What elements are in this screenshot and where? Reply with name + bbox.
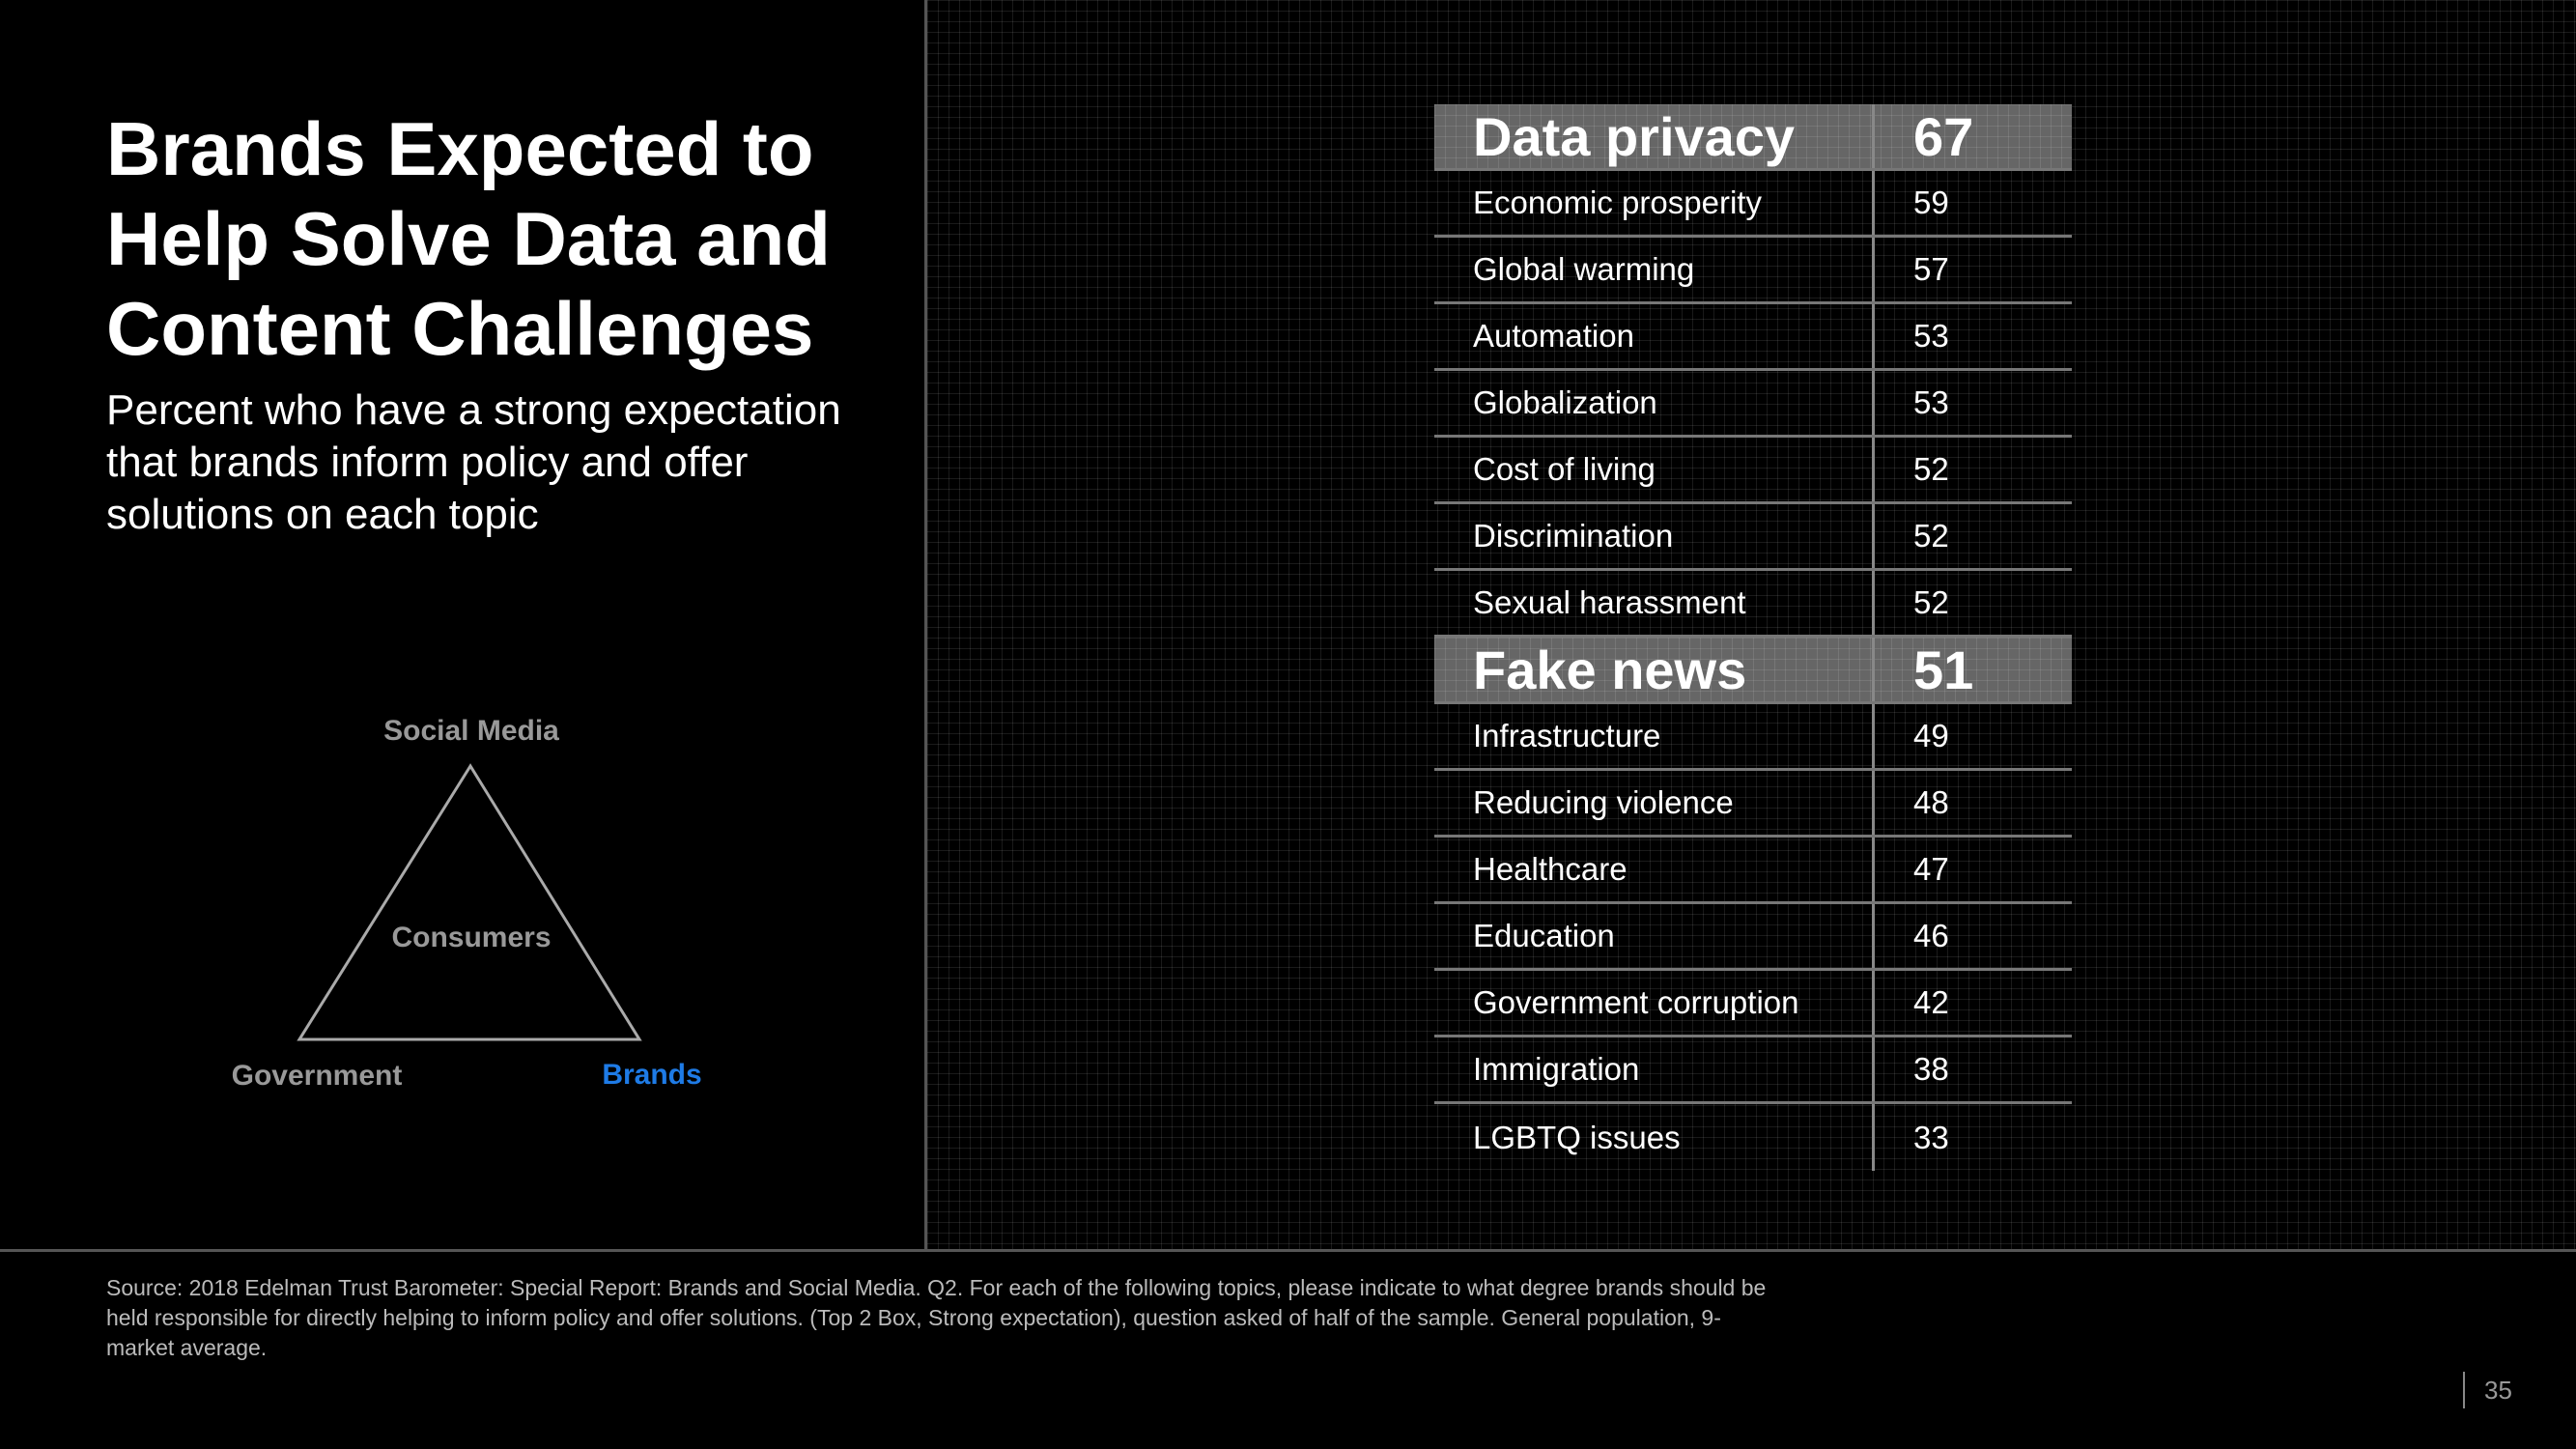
topic-cell: Healthcare — [1434, 838, 1875, 901]
value-cell: 48 — [1913, 784, 1949, 820]
value-cell: 46 — [1913, 918, 1949, 953]
table-row: Infrastructure 49 — [1434, 704, 2072, 771]
table-row: Government corruption 42 — [1434, 971, 2072, 1037]
topic-cell: Government corruption — [1434, 971, 1875, 1035]
value-cell: 33 — [1913, 1119, 1949, 1155]
table-row: Economic prosperity 59 — [1434, 171, 2072, 238]
diagram-label-consumers: Consumers — [391, 922, 552, 953]
value-cell: 52 — [1913, 518, 1949, 554]
value-cell: 38 — [1913, 1051, 1949, 1087]
value-cell: 51 — [1913, 639, 1974, 700]
topic-cell: Sexual harassment — [1434, 571, 1875, 635]
table-row: Globalization 53 — [1434, 371, 2072, 438]
topic-cell: Globalization — [1434, 371, 1875, 435]
table-row: Reducing violence 48 — [1434, 771, 2072, 838]
table-row: Discrimination 52 — [1434, 504, 2072, 571]
table-row: Healthcare 47 — [1434, 838, 2072, 904]
topic-cell: Global warming — [1434, 238, 1875, 301]
value-cell: 67 — [1913, 105, 1974, 167]
trust-triangle-diagram: Social Media Consumers Government Brands — [203, 696, 753, 1111]
topic-cell: Infrastructure — [1434, 704, 1875, 768]
value-cell: 53 — [1913, 318, 1949, 354]
topic-cell: Immigration — [1434, 1037, 1875, 1101]
footer-divider — [0, 1249, 2576, 1252]
source-note: Source: 2018 Edelman Trust Barometer: Sp… — [106, 1275, 1767, 1360]
topic-cell: Reducing violence — [1434, 771, 1875, 835]
table-row: Education 46 — [1434, 904, 2072, 971]
table-row: Data privacy 67 — [1434, 104, 2072, 171]
table-row: Immigration 38 — [1434, 1037, 2072, 1104]
page-number: 35 — [2484, 1376, 2512, 1405]
value-cell: 52 — [1913, 451, 1949, 487]
topic-cell: Fake news — [1434, 638, 1875, 701]
grid-background-panel — [924, 0, 2576, 1249]
diagram-label-government: Government — [231, 1060, 403, 1092]
value-cell: 53 — [1913, 384, 1949, 420]
topic-cell: Automation — [1434, 304, 1875, 368]
diagram-label-social-media: Social Media — [383, 715, 559, 747]
triangle-icon — [297, 763, 642, 1041]
value-cell: 52 — [1913, 584, 1949, 620]
table-row: Global warming 57 — [1434, 238, 2072, 304]
value-cell: 57 — [1913, 251, 1949, 287]
value-cell: 59 — [1913, 185, 1949, 220]
topic-cell: Cost of living — [1434, 438, 1875, 501]
table-row: Cost of living 52 — [1434, 438, 2072, 504]
value-cell: 49 — [1913, 718, 1949, 753]
value-cell: 42 — [1913, 984, 1949, 1020]
topic-cell: LGBTQ issues — [1434, 1104, 1875, 1171]
topics-table: Data privacy 67 Economic prosperity 59 Globa… — [1434, 104, 2072, 1171]
topic-cell: Discrimination — [1434, 504, 1875, 568]
table-row: LGBTQ issues 33 — [1434, 1104, 2072, 1171]
diagram-label-brands: Brands — [602, 1059, 702, 1091]
table-row: Sexual harassment 52 — [1434, 571, 2072, 638]
slide-subtitle: Percent who have a strong expectation th… — [106, 386, 841, 538]
page-number-separator — [2463, 1372, 2465, 1408]
topic-cell: Economic prosperity — [1434, 171, 1875, 235]
slide-title: Brands Expected to Help Solve Data and C… — [106, 106, 831, 371]
table-row: Automation 53 — [1434, 304, 2072, 371]
topic-cell: Data privacy — [1434, 104, 1875, 168]
topic-cell: Education — [1434, 904, 1875, 968]
table-row: Fake news 51 — [1434, 638, 2072, 704]
value-cell: 47 — [1913, 851, 1949, 887]
